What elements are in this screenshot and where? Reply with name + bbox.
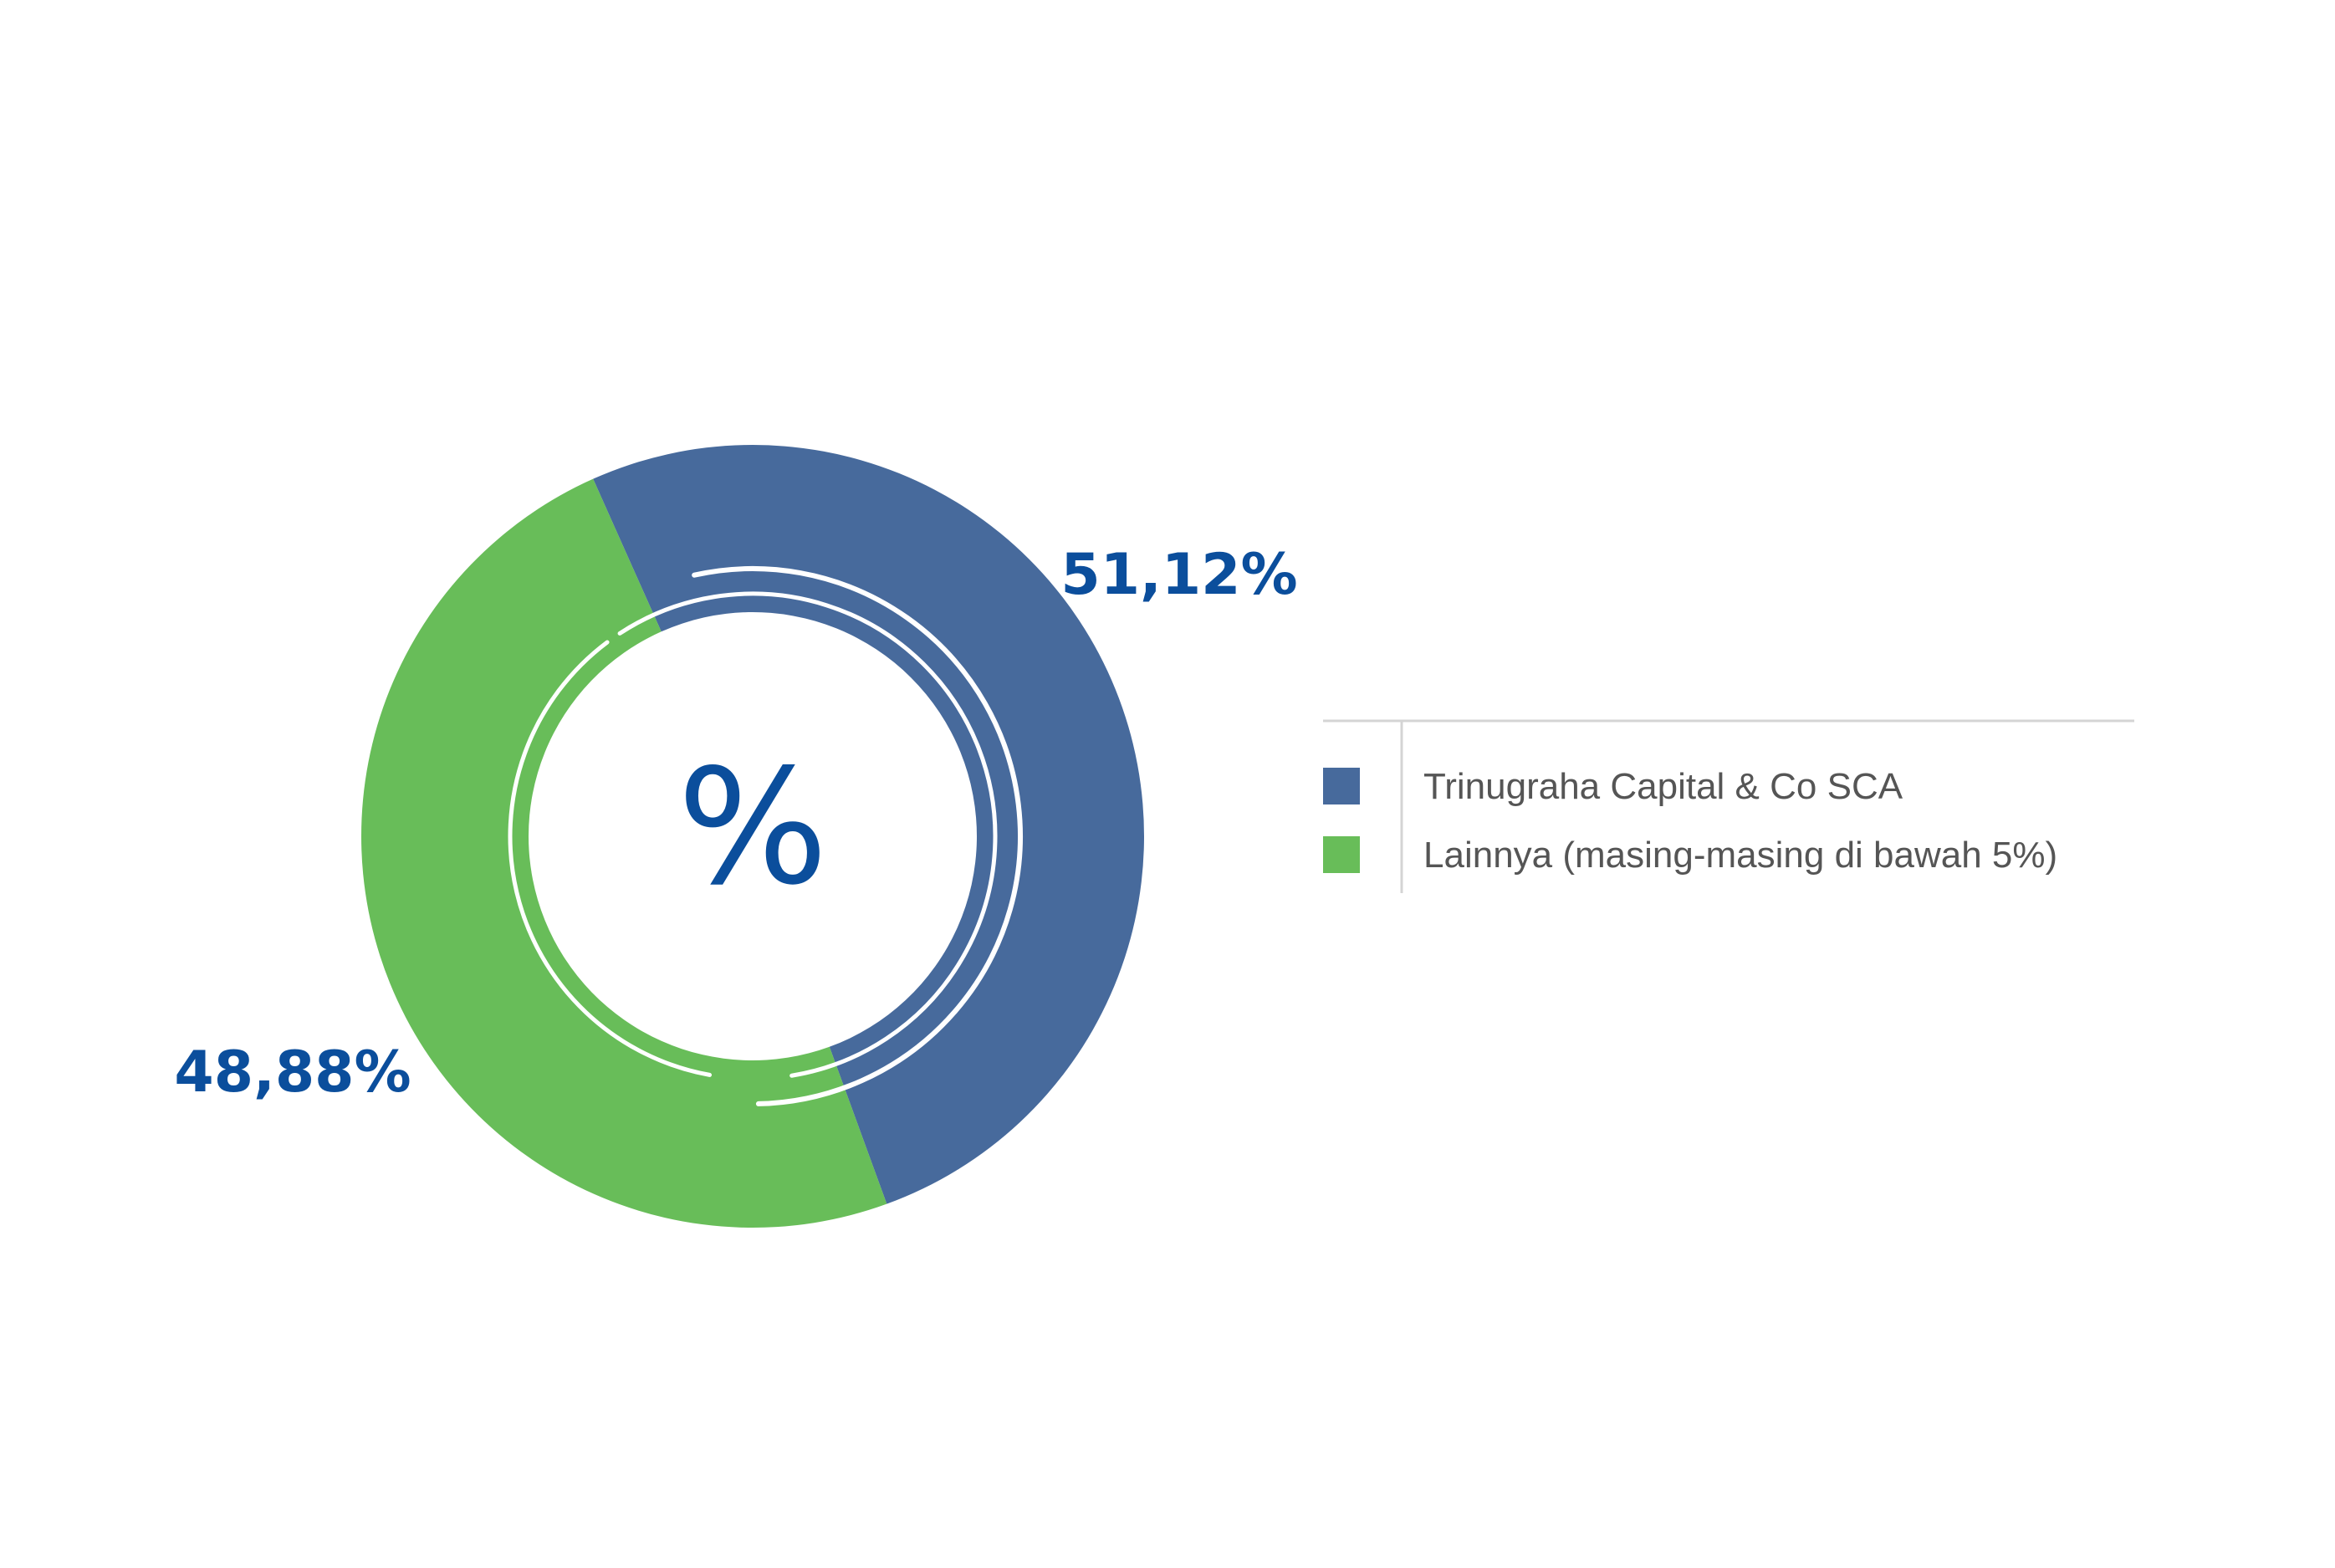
- data-label-trinugraha: 51,12%: [1060, 542, 1297, 608]
- donut-slice-0: [593, 445, 1144, 1204]
- donut-slices: [360, 445, 1144, 1228]
- data-label-lainnya: 48,88%: [174, 1039, 411, 1106]
- center-percent-symbol: %: [677, 735, 829, 920]
- inner-decorative-rings: [508, 566, 1023, 1106]
- donut-slice-1: [360, 478, 887, 1228]
- legend-label-trinugraha: Trinugraha Capital & Co SCA: [1423, 766, 1903, 807]
- legend-label-lainnya: Lainnya (masing-masing di bawah 5%): [1423, 835, 2057, 876]
- legend-swatch-trinugraha: [1323, 768, 1360, 804]
- inner-ring-outer-arc: [692, 566, 1023, 1106]
- legend-swatch-lainnya: [1323, 836, 1360, 873]
- inner-ring-inner-arc-right: [617, 591, 998, 1078]
- inner-ring-inner-arc-left: [508, 640, 713, 1077]
- legend: Trinugraha Capital & Co SCA Lainnya (mas…: [1323, 719, 2134, 893]
